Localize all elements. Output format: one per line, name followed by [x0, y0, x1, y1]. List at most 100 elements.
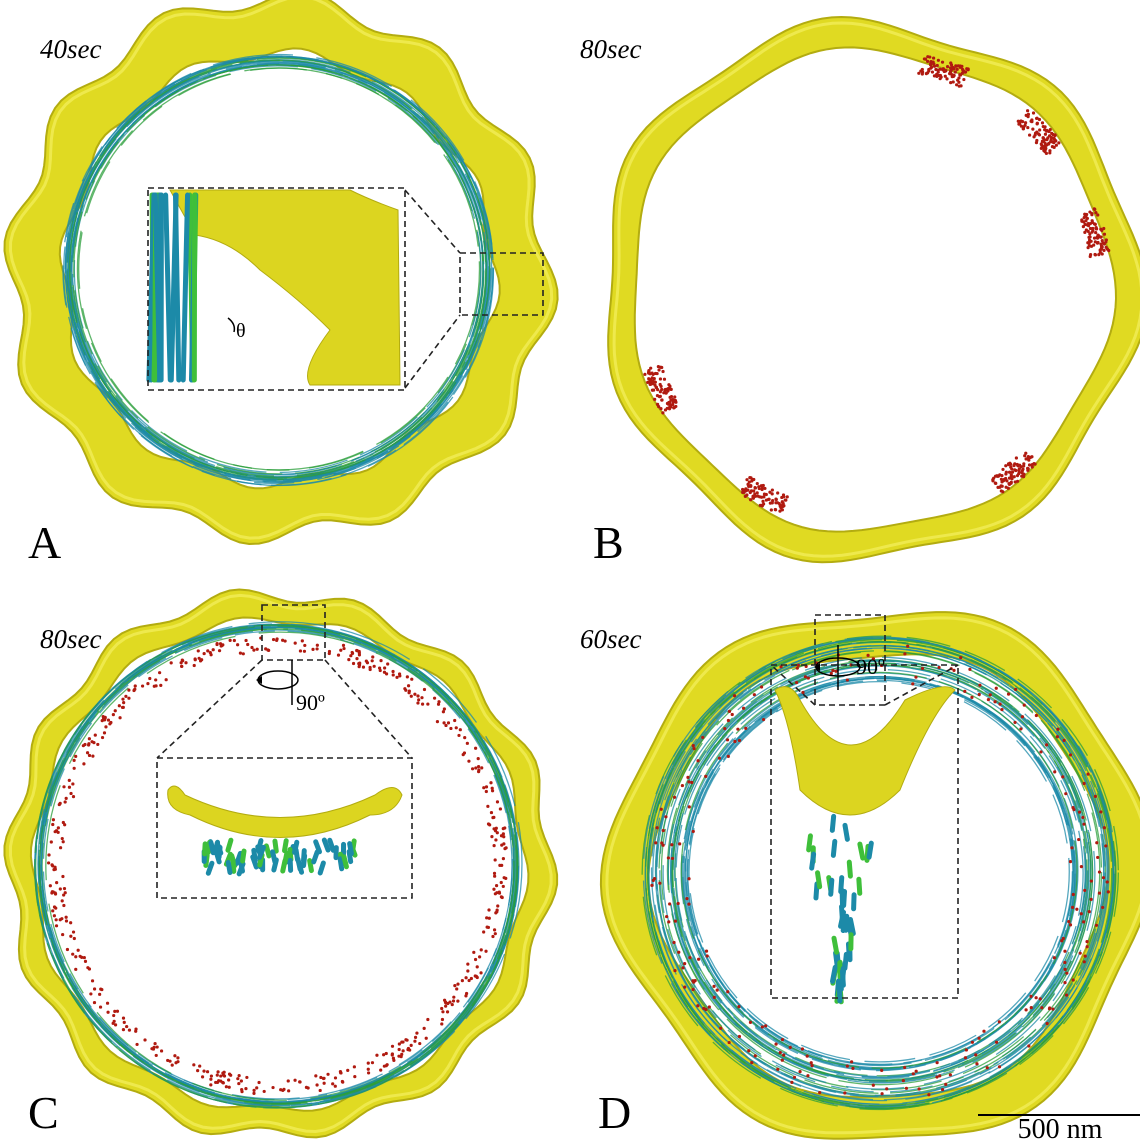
- motor-dot: [54, 830, 57, 833]
- motor-dot: [1061, 775, 1064, 778]
- motor-dot: [989, 693, 992, 696]
- motor-dot: [712, 985, 715, 988]
- motor-dot: [952, 67, 955, 70]
- rotation-label: 90º: [296, 690, 325, 715]
- motor-dot: [1027, 1044, 1030, 1047]
- motor-dot: [407, 1047, 410, 1050]
- filament-closeup: [253, 857, 257, 867]
- motor-dot: [72, 795, 75, 798]
- motor-dot: [61, 899, 64, 902]
- motor-dot: [1088, 238, 1091, 241]
- motor-dot: [1063, 739, 1066, 742]
- motor-dot: [696, 1004, 699, 1007]
- motor-dot: [1087, 230, 1090, 233]
- motor-dot: [692, 981, 695, 984]
- motor-dot: [408, 690, 411, 693]
- motor-dot: [228, 1086, 231, 1089]
- motor-dot: [784, 498, 787, 501]
- motor-dot: [423, 1027, 426, 1030]
- motor-dot: [1067, 920, 1070, 923]
- motor-dot: [764, 1024, 767, 1027]
- motor-dot: [477, 770, 480, 773]
- motor-dot: [779, 1051, 782, 1054]
- motor-dot: [1099, 810, 1102, 813]
- motor-dot: [1020, 475, 1023, 478]
- motor-dot: [453, 984, 456, 987]
- motor-dot: [74, 968, 77, 971]
- motor-dot: [485, 785, 488, 788]
- motor-dot: [128, 1029, 131, 1032]
- motor-dot: [1090, 213, 1093, 216]
- motor-dot: [998, 473, 1001, 476]
- motor-dot: [398, 1048, 401, 1051]
- motor-dot: [101, 736, 104, 739]
- motor-dot: [1012, 464, 1015, 467]
- motor-dot: [949, 61, 952, 64]
- motor-dot: [1083, 223, 1086, 226]
- motor-dot: [959, 656, 962, 659]
- motor-dot: [474, 747, 477, 750]
- motor-dot: [690, 781, 693, 784]
- motor-dot: [995, 1041, 998, 1044]
- motor-dot: [1035, 714, 1038, 717]
- motor-dot: [880, 1069, 883, 1072]
- motor-dot: [141, 684, 144, 687]
- motor-dot: [1038, 128, 1041, 131]
- motor-dot: [488, 917, 491, 920]
- motor-dot: [220, 644, 223, 647]
- motor-dot: [998, 703, 1001, 706]
- motor-dot: [752, 489, 755, 492]
- filament-closeup: [310, 861, 312, 871]
- motor-dot: [154, 678, 157, 681]
- motor-dot: [50, 840, 53, 843]
- motor-dot: [1044, 133, 1047, 136]
- motor-dot: [480, 766, 483, 769]
- panel-label: A: [28, 517, 61, 568]
- motor-dot: [1089, 253, 1092, 256]
- motor-dot: [112, 1022, 115, 1025]
- motor-dot: [461, 979, 464, 982]
- motor-dot: [647, 369, 650, 372]
- filament-closeup: [330, 840, 333, 850]
- motor-dot: [69, 921, 72, 924]
- motor-dot: [768, 491, 771, 494]
- motor-dot: [1053, 956, 1056, 959]
- motor-dot: [765, 493, 768, 496]
- motor-dot: [383, 666, 386, 669]
- motor-dot: [704, 775, 707, 778]
- motor-dot: [252, 1092, 255, 1095]
- motor-dot: [72, 930, 75, 933]
- motor-dot: [927, 1093, 930, 1096]
- motor-dot: [69, 792, 72, 795]
- motor-dot: [975, 1062, 978, 1065]
- motor-dot: [171, 1063, 174, 1066]
- filament-closeup: [208, 863, 212, 873]
- filament: [659, 651, 1101, 1093]
- motor-dot: [1098, 870, 1101, 873]
- motor-dot: [1045, 152, 1048, 155]
- motor-dot: [1077, 838, 1080, 841]
- filament-closeup: [842, 907, 843, 921]
- motor-dot: [341, 1080, 344, 1083]
- membrane-closeup: [170, 190, 400, 385]
- motor-dot: [1024, 121, 1027, 124]
- motor-dot: [477, 757, 480, 760]
- motor-dot: [134, 1030, 137, 1033]
- motor-dot: [103, 731, 106, 734]
- motor-dot: [691, 988, 694, 991]
- motor-dot: [801, 1047, 804, 1050]
- motor-dot: [437, 703, 440, 706]
- motor-dot: [733, 694, 736, 697]
- motor-dot: [482, 930, 485, 933]
- motor-dot: [347, 658, 350, 661]
- motor-dot: [747, 1049, 750, 1052]
- motor-dot: [451, 1003, 454, 1006]
- motor-dot: [49, 884, 52, 887]
- motor-dot: [252, 649, 255, 652]
- motor-dot: [938, 1074, 941, 1077]
- motor-dot: [1096, 237, 1099, 240]
- motor-dot: [688, 805, 691, 808]
- motor-dot: [436, 720, 439, 723]
- motor-dot: [1001, 490, 1004, 493]
- motor-dot: [299, 649, 302, 652]
